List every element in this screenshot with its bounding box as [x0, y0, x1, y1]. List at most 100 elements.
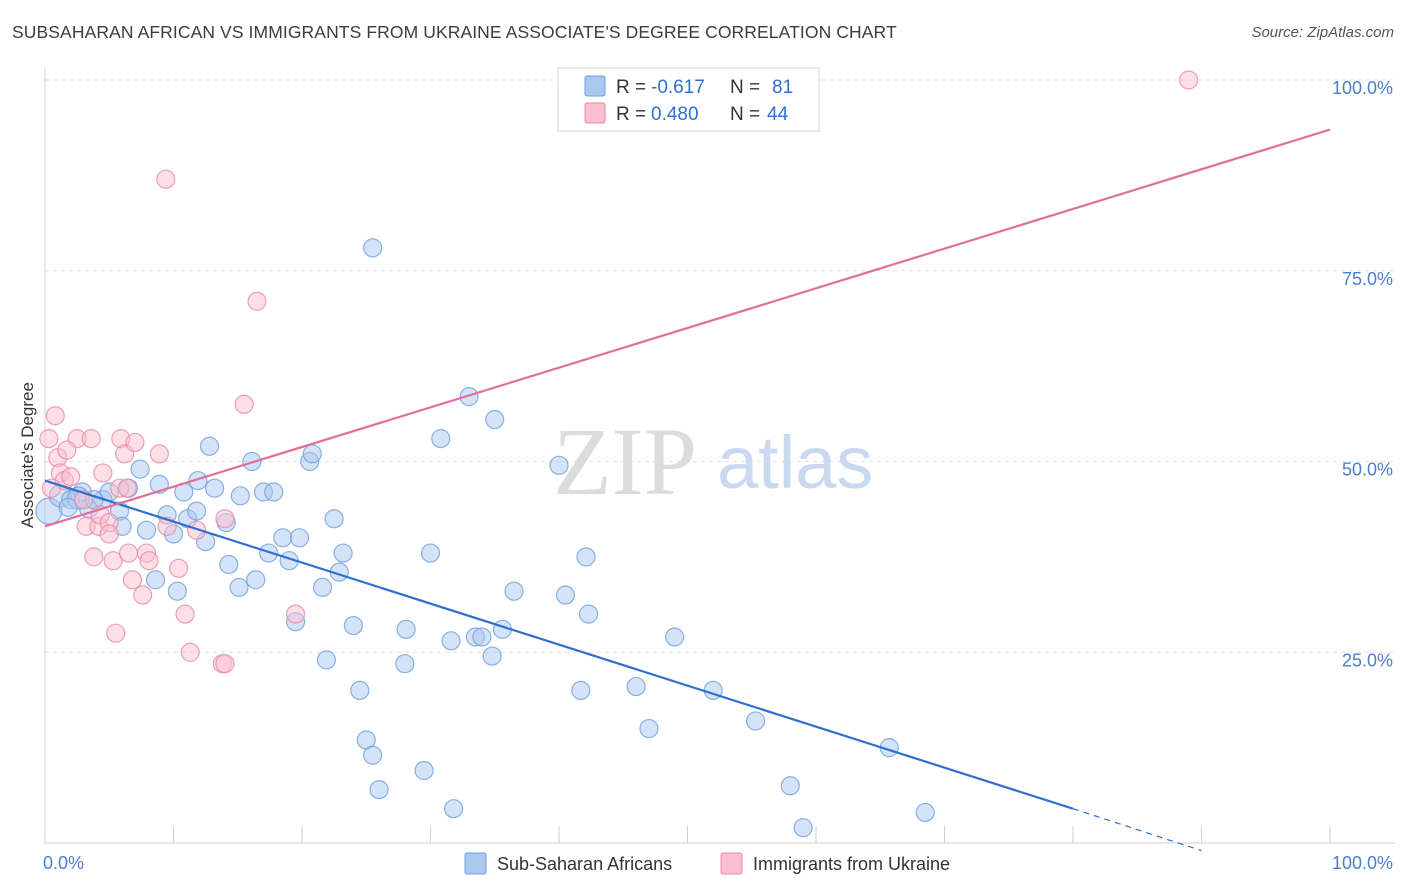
point-subsaharan	[199, 436, 220, 456]
tick-labels: 25.0% 50.0% 75.0% 100.0% 0.0% 100.0%	[43, 78, 1393, 873]
point-ukraine	[57, 440, 77, 460]
y-tick-label: 50.0%	[1342, 460, 1393, 480]
point-ukraine	[45, 406, 65, 426]
data-points	[35, 70, 1199, 838]
point-subsaharan	[363, 238, 383, 258]
trend-line-subsaharan	[44, 479, 1074, 810]
point-subsaharan	[915, 802, 935, 823]
point-subsaharan	[136, 520, 157, 540]
point-subsaharan	[420, 543, 441, 563]
point-ukraine	[84, 547, 104, 567]
point-subsaharan	[444, 799, 464, 819]
y-axis-title: Associate's Degree	[18, 382, 37, 528]
point-ukraine	[99, 524, 119, 544]
point-subsaharan	[504, 581, 524, 601]
point-ukraine	[169, 558, 189, 578]
point-subsaharan	[58, 497, 78, 517]
point-subsaharan	[289, 528, 310, 548]
point-ukraine	[103, 551, 123, 571]
point-ukraine	[215, 509, 235, 529]
point-subsaharan	[324, 509, 344, 529]
trend-line-subsaharan-extension	[1072, 808, 1202, 852]
watermark-zip: ZIP	[553, 408, 697, 515]
point-ukraine	[117, 478, 137, 498]
point-ukraine	[93, 463, 113, 483]
bottom-legend-swatch-ukraine	[720, 852, 743, 875]
point-ukraine	[122, 570, 142, 590]
legend-n-label: N =	[730, 104, 760, 125]
source-label: Source: ZipAtlas.com	[1251, 24, 1394, 41]
point-subsaharan	[219, 554, 239, 575]
point-subsaharan	[576, 547, 596, 567]
point-ukraine	[175, 604, 195, 624]
point-subsaharan	[312, 577, 333, 597]
point-subsaharan	[205, 478, 225, 498]
point-subsaharan	[746, 711, 766, 731]
point-subsaharan	[187, 501, 207, 521]
point-ukraine	[106, 623, 126, 643]
legend-n-value-subsaharan: 81	[772, 77, 793, 98]
legend-r-label: R =	[616, 77, 646, 98]
bottom-legend-swatch-subsaharan	[464, 852, 487, 875]
point-subsaharan	[459, 387, 479, 407]
point-ukraine	[180, 642, 200, 662]
point-ukraine	[247, 291, 267, 311]
legend-n-value-ukraine: 44	[767, 104, 789, 125]
point-ukraine	[1179, 70, 1199, 90]
legend: R = -0.617 N = 81 R = 0.480 N = 44	[557, 67, 820, 132]
point-subsaharan	[302, 444, 322, 464]
x-tick-label-max: 100.0%	[1332, 853, 1393, 873]
point-subsaharan	[130, 459, 150, 479]
point-subsaharan	[316, 650, 337, 670]
point-subsaharan	[555, 585, 576, 605]
point-subsaharan	[441, 631, 461, 651]
legend-r-value-ukraine: 0.480	[651, 104, 699, 125]
legend-r-value-subsaharan: -0.617	[651, 77, 705, 98]
point-subsaharan	[188, 470, 208, 491]
point-ukraine	[39, 429, 59, 449]
point-subsaharan	[246, 570, 266, 590]
point-ukraine	[285, 604, 306, 624]
point-subsaharan	[472, 627, 492, 647]
legend-r-label: R =	[616, 104, 646, 125]
point-ukraine	[118, 543, 139, 563]
watermark-atlas: atlas	[717, 421, 873, 504]
point-subsaharan	[549, 455, 569, 475]
point-subsaharan	[369, 779, 389, 800]
point-ukraine	[61, 467, 81, 487]
point-subsaharan	[482, 646, 502, 666]
point-subsaharan	[571, 680, 591, 701]
point-subsaharan	[639, 718, 659, 739]
point-subsaharan	[167, 581, 187, 601]
point-subsaharan	[395, 654, 415, 674]
point-ukraine	[187, 520, 207, 540]
bottom-legend: Sub-Saharan Africans Immigrants from Ukr…	[464, 852, 950, 875]
point-subsaharan	[363, 745, 383, 765]
point-subsaharan	[485, 409, 505, 430]
y-tick-label: 75.0%	[1342, 269, 1393, 289]
point-subsaharan	[230, 486, 250, 506]
point-ukraine	[234, 394, 254, 414]
axes	[44, 68, 1395, 844]
legend-swatch-ukraine	[584, 102, 606, 124]
point-subsaharan	[350, 680, 370, 701]
point-ukraine	[81, 429, 101, 449]
point-ukraine	[139, 551, 159, 571]
point-subsaharan	[333, 543, 353, 563]
point-ukraine	[156, 169, 176, 189]
point-subsaharan	[229, 577, 249, 597]
trend-lines	[44, 128, 1331, 852]
chart-title: SUBSAHARAN AFRICAN VS IMMIGRANTS FROM UK…	[12, 22, 897, 42]
point-subsaharan	[431, 429, 451, 449]
bottom-legend-label-subsaharan: Sub-Saharan Africans	[497, 854, 672, 874]
point-ukraine	[215, 654, 235, 674]
point-subsaharan	[578, 604, 599, 624]
legend-n-label: N =	[730, 77, 760, 98]
point-subsaharan	[780, 776, 800, 796]
point-subsaharan	[273, 528, 293, 548]
point-subsaharan	[264, 482, 284, 502]
legend-swatch-subsaharan	[584, 75, 606, 97]
point-ukraine	[133, 585, 153, 605]
y-tick-label: 25.0%	[1342, 650, 1393, 670]
